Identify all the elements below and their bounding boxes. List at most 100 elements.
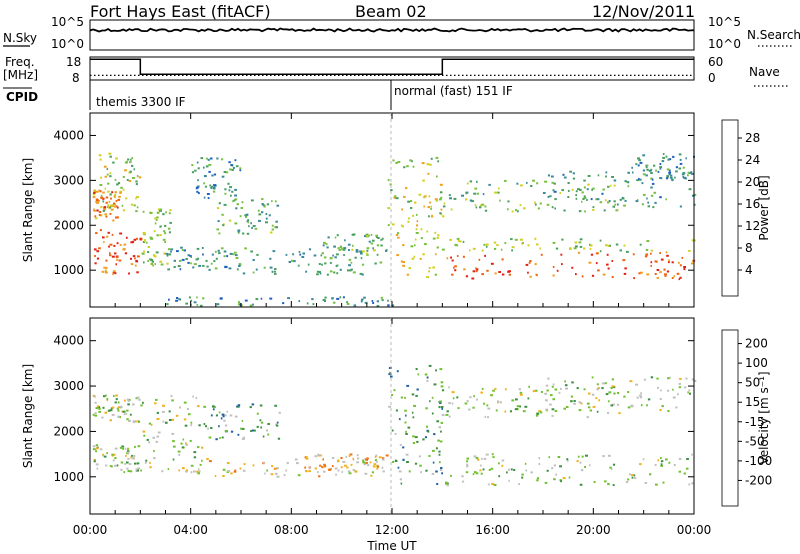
heatmap-cell (127, 399, 130, 402)
heatmap-cell (534, 263, 537, 266)
heatmap-cell (416, 440, 419, 443)
heatmap-cell (271, 270, 274, 273)
heatmap-cell (261, 198, 264, 201)
heatmap-cell (560, 253, 563, 256)
heatmap-cell (299, 253, 302, 256)
heatmap-cell (646, 197, 648, 200)
heatmap-cell (619, 249, 622, 252)
heatmap-cell (668, 261, 670, 264)
velocity-y-label: Slant Range [km] (21, 364, 35, 468)
heatmap-cell (440, 421, 443, 424)
heatmap-cell (203, 423, 206, 425)
heatmap-cell (650, 249, 653, 252)
heatmap-cell (527, 397, 530, 400)
heatmap-cell (524, 405, 528, 408)
heatmap-cell (285, 469, 288, 472)
heatmap-cell (475, 472, 479, 475)
heatmap-cell (222, 468, 226, 471)
noise-right-label: N.Search (747, 28, 800, 42)
heatmap-cell (629, 473, 631, 476)
heatmap-cell (96, 201, 99, 204)
colorbar-tick-label: 16 (745, 197, 760, 211)
noise-panel: N.Sky 10^5 10^0 10^5 10^0 N.Search (3, 15, 800, 51)
heatmap-cell (545, 408, 548, 411)
heatmap-cell (121, 445, 125, 448)
heatmap-cell (297, 474, 301, 477)
heatmap-cell (605, 393, 609, 396)
heatmap-cell (190, 262, 192, 265)
heatmap-cell (95, 407, 99, 410)
heatmap-cell (396, 254, 400, 257)
heatmap-cell (436, 483, 439, 485)
heatmap-cell (163, 252, 167, 255)
heatmap-cell (418, 193, 422, 196)
heatmap-cell (135, 468, 138, 471)
heatmap-cell (102, 200, 105, 203)
heatmap-cell (221, 436, 224, 439)
heatmap-cell (672, 388, 674, 391)
heatmap-cell (626, 250, 629, 253)
colorbar-tick-label: 50 (745, 376, 760, 390)
heatmap-cell (639, 178, 642, 181)
heatmap-cell (540, 391, 543, 393)
heatmap-cell (224, 188, 227, 191)
heatmap-cell (412, 416, 415, 419)
colorbar-tick-label: 20 (745, 175, 760, 189)
heatmap-cell (115, 157, 118, 160)
heatmap-cell (260, 297, 263, 300)
heatmap-cell (586, 188, 589, 191)
heatmap-cell (480, 472, 483, 475)
heatmap-cell (109, 155, 112, 158)
heatmap-cell (613, 392, 616, 395)
heatmap-cell (487, 416, 489, 419)
heatmap-cell (117, 198, 121, 201)
heatmap-cell (638, 272, 641, 275)
heatmap-cell (162, 238, 166, 241)
heatmap-cell (316, 270, 320, 273)
heatmap-cell (650, 376, 654, 379)
heatmap-cell (622, 259, 626, 262)
heatmap-cell (441, 389, 445, 392)
heatmap-cell (275, 220, 278, 223)
heatmap-cell (408, 470, 411, 473)
heatmap-cell (638, 159, 641, 162)
heatmap-cell (654, 273, 657, 275)
heatmap-cell (102, 197, 105, 200)
heatmap-cell (115, 199, 118, 202)
heatmap-cell (430, 207, 432, 210)
heatmap-cell (350, 268, 353, 271)
heatmap-cell (276, 421, 279, 424)
y-tick-label: 1000 (53, 470, 84, 484)
heatmap-cell (496, 244, 499, 247)
heatmap-cell (234, 469, 237, 472)
heatmap-cell (203, 405, 207, 408)
heatmap-cell (136, 255, 140, 258)
heatmap-cell (616, 403, 620, 406)
heatmap-cell (242, 469, 246, 472)
heatmap-cell (234, 188, 237, 191)
heatmap-cell (305, 270, 308, 273)
heatmap-cell (146, 438, 149, 441)
heatmap-cell (179, 406, 181, 409)
heatmap-cell (267, 423, 270, 425)
heatmap-cell (387, 304, 390, 307)
noise-trace (89, 27, 695, 33)
heatmap-cell (120, 186, 123, 189)
heatmap-cell (555, 247, 559, 250)
heatmap-cell (416, 388, 419, 391)
heatmap-cell (364, 235, 367, 238)
heatmap-cell (691, 194, 695, 197)
heatmap-cell (309, 467, 311, 469)
heatmap-cell (98, 189, 101, 192)
heatmap-cell (465, 471, 469, 474)
heatmap-cell (274, 200, 277, 203)
heatmap-cell (292, 253, 295, 256)
heatmap-cell (135, 397, 138, 400)
heatmap-cell (138, 398, 141, 401)
heatmap-cell (129, 161, 132, 164)
heatmap-cell (162, 404, 165, 407)
heatmap-cell (650, 186, 653, 189)
heatmap-cell (545, 399, 548, 402)
heatmap-cell (135, 197, 137, 200)
heatmap-cell (149, 466, 152, 469)
